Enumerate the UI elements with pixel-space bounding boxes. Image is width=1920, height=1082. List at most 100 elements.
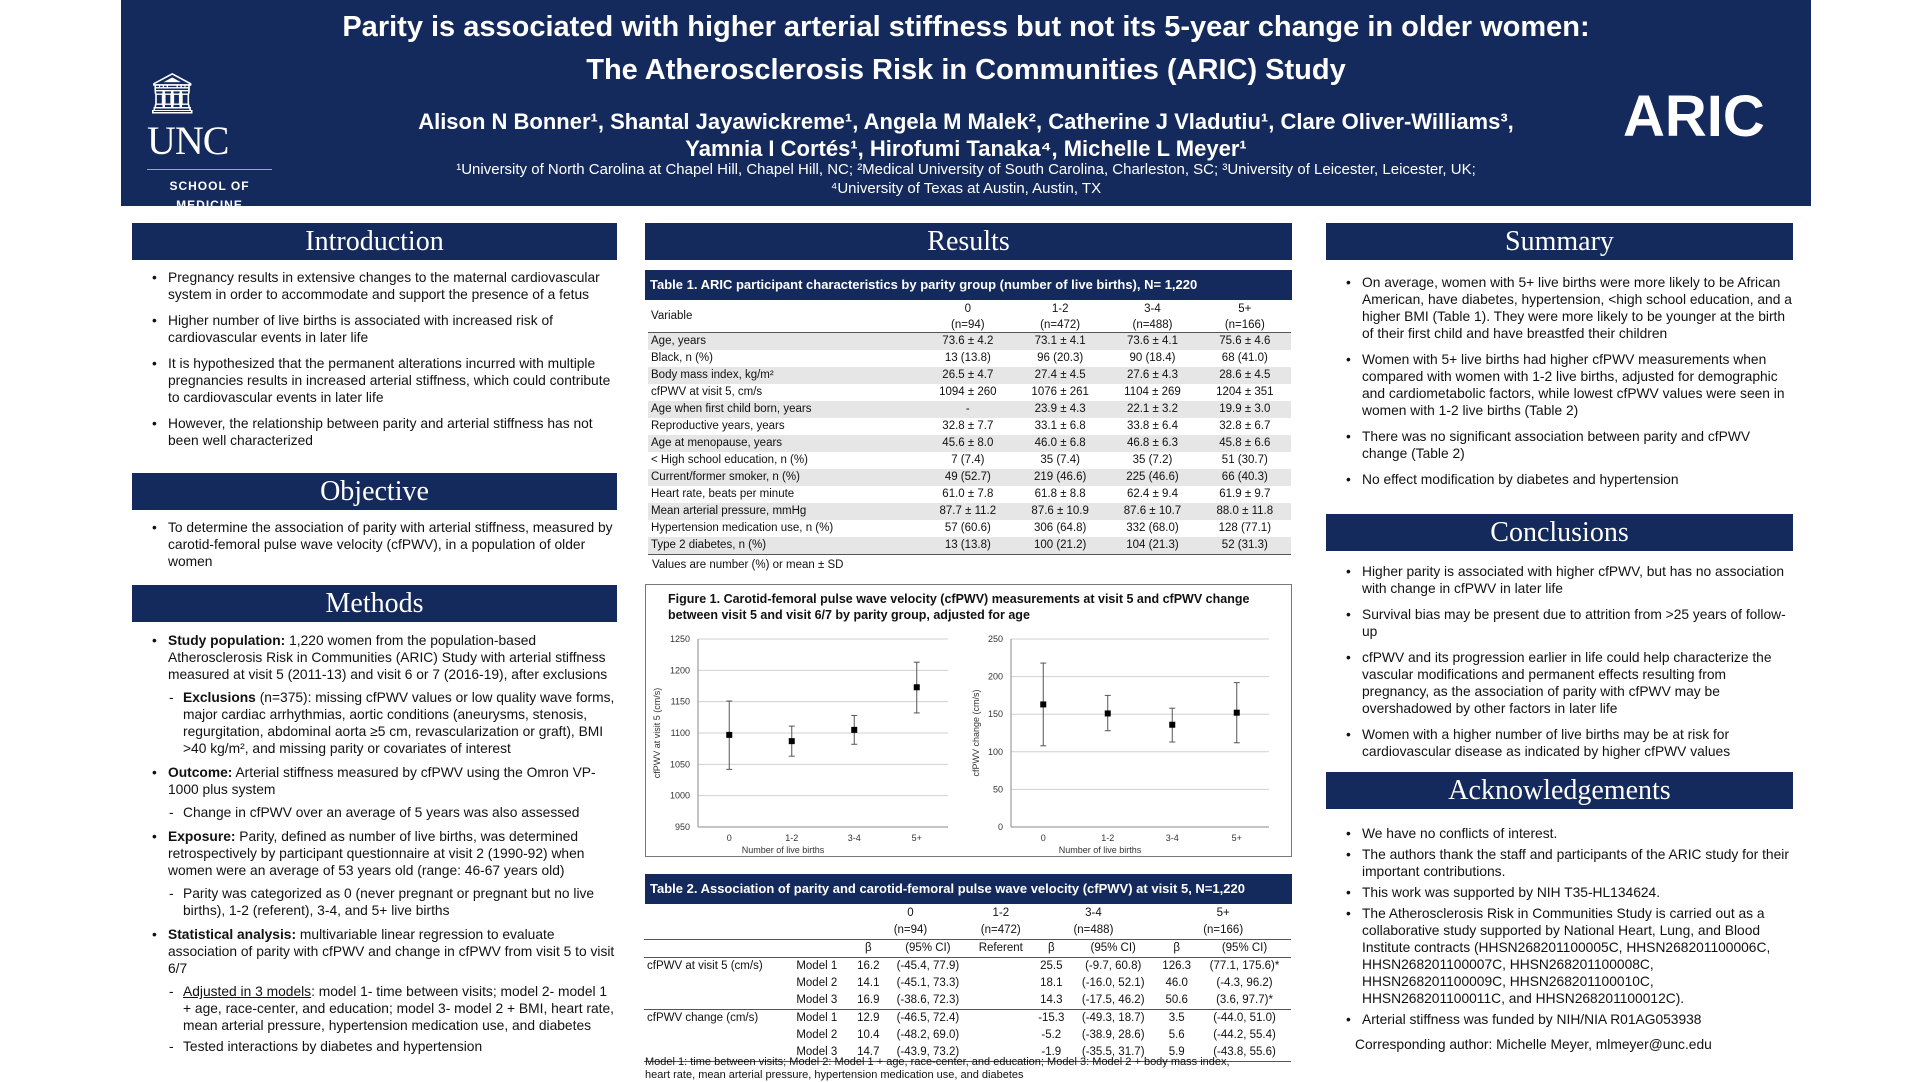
table-cell: 51 (30.7) — [1221, 453, 1268, 466]
table-row: Model 3 16.9 (-38.6, 72.3) 14.3 (-17.5, 46.2… — [644, 992, 1291, 1010]
chart-cfpwv-visit5: 950 1000 1050 1100 1150 1200 1250 0 1-2 3-4 5+ Numb… — [652, 634, 948, 855]
list-item: Parity was categorized as 0 (never pregn… — [132, 885, 617, 919]
table-cell: (-46.5, 72.4) — [896, 1012, 960, 1024]
table-header: (n=166) — [1198, 316, 1291, 333]
list-item: Outcome: Arterial stiffness measured by … — [132, 764, 617, 798]
list-item: This work was supported by NIH T35-HL134… — [1326, 884, 1793, 901]
table-cell: 10.4 — [857, 1029, 880, 1041]
table-header: β — [1173, 942, 1180, 954]
list-item: Pregnancy results in extensive changes t… — [132, 269, 617, 303]
table2-note: Model 1: time between visits; Model 2: M… — [645, 1056, 1230, 1081]
table-cell: (-45.1, 73.3) — [896, 977, 960, 989]
list-item: Change in cfPWV over an average of 5 yea… — [132, 804, 617, 821]
y-tick-label: 1000 — [670, 791, 690, 801]
data-point — [913, 684, 920, 691]
table-row: Type 2 diabetes, n (%) 13 (13.8) 100 (21.2… — [648, 536, 1291, 555]
table-cell: 16.2 — [857, 960, 880, 972]
list-item: Statistical analysis: multivariable line… — [132, 926, 617, 977]
building-icon: 🏛 — [147, 71, 198, 116]
y-tick-label: 150 — [988, 709, 1003, 719]
table-cell: 26.5 ± 4.7 — [942, 368, 994, 381]
affiliations: ¹University of North Carolina at Chapel … — [456, 161, 1476, 197]
table-cell: 46.8 ± 6.3 — [1126, 436, 1179, 449]
table-cell: (-44.2, 55.4) — [1213, 1029, 1276, 1041]
table-header: β — [1047, 942, 1055, 954]
table-header: (95% CI) — [905, 942, 951, 954]
row-label: Mean arterial pressure, mmHg — [651, 504, 807, 517]
table-cell: 128 (77.1) — [1218, 521, 1272, 534]
table-cell: 1104 ± 269 — [1124, 385, 1181, 398]
row-label: < High school education, n (%) — [651, 453, 808, 466]
methods-section: Study population: 1,220 women from the p… — [132, 632, 617, 1062]
table-cell: 32.8 ± 7.7 — [942, 419, 994, 432]
data-point — [1040, 701, 1047, 708]
data-point — [851, 726, 858, 733]
table-cell: 88.0 ± 11.8 — [1216, 504, 1274, 517]
table-row: cfPWV at visit 5 (cm/s) Model 1 16.2 (-45.4… — [644, 958, 1291, 976]
table-cell: 23.9 ± 4.3 — [1034, 402, 1086, 415]
table-cell: 27.6 ± 4.3 — [1126, 368, 1179, 381]
table-cell: 87.6 ± 10.9 — [1031, 504, 1089, 517]
table-cell: 46.0 ± 6.8 — [1034, 436, 1086, 449]
table-header: 5+ — [1238, 303, 1252, 315]
table-header: (95% CI) — [1221, 942, 1268, 954]
poster-header: 🏛UNC SCHOOL OF MEDICINE Parity is associ… — [121, 0, 1811, 212]
table-row: Current/former smoker, n (%) 49 (52.7) 219… — [648, 468, 1291, 486]
table-cell: 126.3 — [1162, 960, 1192, 972]
table-cell — [970, 1027, 1032, 1044]
row-label — [644, 1027, 793, 1044]
y-axis-label: cfPWV at visit 5 (cm/s) — [652, 688, 662, 779]
aric-logo: ARIC — [1623, 84, 1765, 148]
list-item: Women with a higher number of live birth… — [1326, 726, 1793, 760]
table-header: 5+ — [1216, 907, 1230, 919]
table-cell: 73.6 ± 4.2 — [942, 334, 994, 347]
y-tick-label: 950 — [675, 822, 690, 832]
figure1: Figure 1. Carotid-femoral pulse wave vel… — [645, 584, 1292, 857]
table-row: Reproductive years, years 32.8 ± 7.7 33.1 … — [648, 418, 1291, 435]
table-row: Mean arterial pressure, mmHg 87.7 ± 11.2 8… — [648, 502, 1291, 520]
list-item: Higher parity is associated with higher … — [1326, 563, 1793, 597]
list-item: cfPWV and its progression earlier in lif… — [1326, 649, 1793, 717]
x-tick-label: 1-2 — [785, 833, 798, 843]
table-cell: 3.5 — [1168, 1012, 1185, 1024]
row-label: Hypertension medication use, n (%) — [651, 521, 834, 534]
list-item: To determine the association of parity w… — [132, 519, 617, 570]
x-axis-label: Number of live births — [742, 845, 825, 855]
row-label: Model 2 — [796, 977, 838, 989]
table1-caption: Table 1. ARIC participant characteristic… — [645, 270, 1292, 300]
list-item: However, the relationship between parity… — [132, 415, 617, 449]
table-cell: 13 (13.8) — [921, 536, 1014, 555]
row-label — [644, 975, 793, 992]
table-cell: (-38.6, 72.3) — [896, 994, 960, 1006]
table-cell: 33.1 ± 6.8 — [1034, 419, 1086, 432]
list-item: Study population: 1,220 women from the p… — [132, 632, 617, 683]
table-header: (n=166) — [1203, 924, 1244, 936]
table-header: Variable — [648, 300, 922, 333]
table-row: Body mass index, kg/m² 26.5 ± 4.7 27.4 ± 4… — [648, 366, 1291, 384]
x-tick-label: 3-4 — [1166, 833, 1179, 843]
table-cell: 5.6 — [1168, 1029, 1185, 1041]
table-cell: 14.1 — [857, 977, 880, 989]
y-tick-label: 1100 — [671, 728, 690, 738]
table-header: 1-2 — [992, 907, 1010, 919]
table-cell: (-43.9, 73.2) — [896, 1046, 960, 1058]
table-cell: (-16.0, 52.1) — [1081, 977, 1145, 989]
table-cell: 61.0 ± 7.8 — [942, 487, 994, 500]
x-tick-label: 0 — [1041, 833, 1046, 843]
row-label: Type 2 diabetes, n (%) — [648, 536, 922, 555]
list-item: We have no conflicts of interest. — [1326, 825, 1793, 842]
x-tick-label: 1-2 — [1101, 833, 1114, 843]
x-tick-label: 3-4 — [848, 833, 861, 843]
logo-sub-1: SCHOOL OF — [169, 179, 250, 193]
row-label: Reproductive years, years — [651, 419, 785, 432]
table-cell: (-43.8, 55.6) — [1213, 1046, 1276, 1058]
table-row: Age at menopause, years 45.6 ± 8.0 46.0 ± … — [648, 434, 1291, 452]
logo-sub-2: MEDICINE — [176, 198, 243, 212]
table-cell: 45.8 ± 6.6 — [1219, 436, 1271, 449]
table-cell: 1204 ± 351 — [1216, 385, 1274, 398]
objective-section: To determine the association of parity w… — [132, 519, 617, 579]
poster-title: Parity is associated with higher arteria… — [342, 11, 1590, 86]
y-tick-label: 250 — [988, 634, 1003, 644]
y-tick-label: 1150 — [671, 697, 690, 707]
table-cell: 87.7 ± 11.2 — [939, 504, 997, 517]
